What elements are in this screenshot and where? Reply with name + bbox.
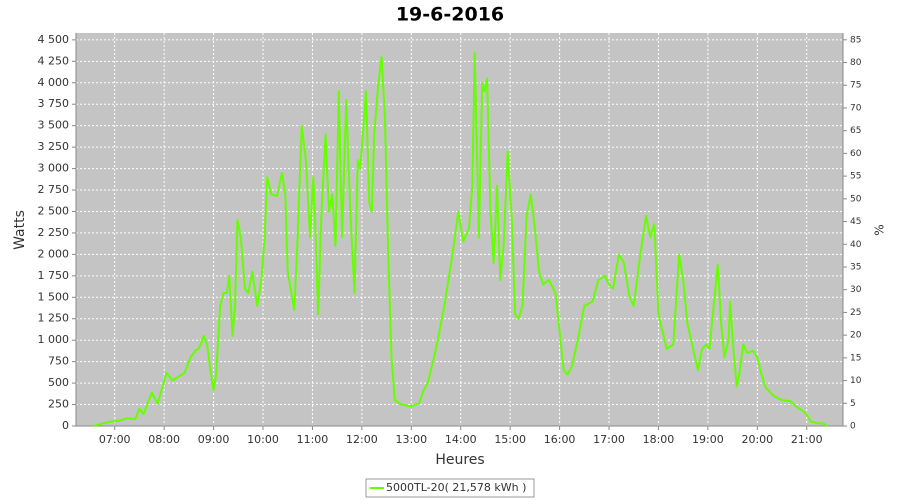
y-tick-label: 1 500 — [38, 290, 70, 303]
x-tick-label: 11:00 — [297, 433, 329, 446]
y-tick-label: 3 000 — [38, 162, 70, 175]
x-tick-label: 16:00 — [544, 433, 576, 446]
y-tick-label: 1 000 — [38, 333, 70, 346]
y-tick-label: 0 — [62, 419, 69, 432]
y-tick-label: 2 000 — [38, 247, 70, 260]
y-tick-label: 2 750 — [38, 183, 70, 196]
y2-tick-label: 55 — [850, 172, 861, 182]
x-tick-label: 21:00 — [791, 433, 823, 446]
y-tick-label: 4 250 — [38, 54, 70, 67]
legend-label: 5000TL-20( 21,578 kWh ) — [386, 481, 526, 494]
x-tick-label: 13:00 — [395, 433, 427, 446]
data-line — [93, 51, 828, 427]
x-tick-label: 18:00 — [643, 433, 675, 446]
y-axis-label: Watts — [12, 210, 28, 250]
chart-title: 19-6-2016 — [396, 4, 504, 26]
y-tick-label: 2 250 — [38, 226, 70, 239]
y-tick-label: 1 750 — [38, 269, 70, 282]
x-tick-label: 12:00 — [346, 433, 378, 446]
y2-tick-label: 20 — [850, 331, 862, 341]
x-tick-label: 14:00 — [445, 433, 477, 446]
y2-tick-label: 0 — [850, 422, 856, 432]
y-tick-label: 1 250 — [38, 312, 70, 325]
y2-tick-label: 25 — [850, 308, 861, 318]
y2-tick-label: 60 — [850, 149, 862, 159]
legend-box — [365, 478, 535, 498]
y2-tick-label: 45 — [850, 217, 861, 227]
y2-tick-label: 15 — [850, 353, 861, 363]
x-tick-label: 08:00 — [148, 433, 180, 446]
y2-tick-label: 10 — [850, 376, 862, 386]
y-tick-label: 3 250 — [38, 140, 70, 153]
y2-tick-label: 30 — [850, 285, 862, 295]
y-tick-label: 3 750 — [38, 97, 70, 110]
x-axis-label: Heures — [435, 452, 484, 468]
y2-tick-label: 50 — [850, 194, 862, 204]
y-tick-label: 250 — [48, 398, 69, 411]
y-tick-label: 2 500 — [38, 204, 70, 217]
x-tick-label: 07:00 — [99, 433, 131, 446]
y2-tick-label: 5 — [850, 399, 856, 409]
plot-area — [76, 33, 843, 426]
y2-axis-label: % — [873, 224, 887, 235]
x-tick-label: 09:00 — [198, 433, 230, 446]
y2-tick-label: 70 — [850, 103, 862, 113]
y2-tick-label: 85 — [850, 35, 861, 45]
y-tick-label: 750 — [48, 355, 69, 368]
x-tick-label: 17:00 — [593, 433, 625, 446]
x-tick-label: 20:00 — [741, 433, 773, 446]
y2-tick-label: 35 — [850, 262, 861, 272]
y2-tick-label: 80 — [850, 58, 862, 68]
y2-tick-label: 75 — [850, 81, 861, 91]
x-tick-label: 15:00 — [494, 433, 526, 446]
y-tick-label: 3 500 — [38, 119, 70, 132]
y2-tick-label: 40 — [850, 240, 862, 250]
y-tick-label: 4 000 — [38, 76, 70, 89]
y2-tick-label: 65 — [850, 126, 861, 136]
y-tick-label: 4 500 — [38, 33, 70, 46]
y-tick-label: 500 — [48, 376, 69, 389]
x-tick-label: 19:00 — [692, 433, 724, 446]
x-tick-label: 10:00 — [247, 433, 279, 446]
